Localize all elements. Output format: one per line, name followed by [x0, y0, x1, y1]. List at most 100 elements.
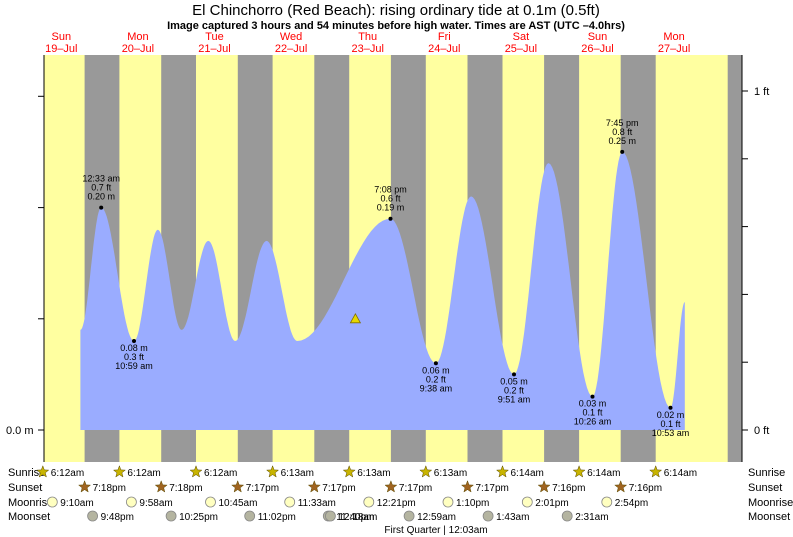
sunset-icon: [154, 480, 168, 493]
sunrise-row-label-left: Sunrise: [8, 467, 45, 479]
moonrise-time: 11:33am: [298, 498, 336, 509]
day-date: 24–Jul: [428, 43, 460, 55]
low-tide-label: 0.1 ft: [660, 419, 681, 429]
sunrise-time: 6:12am: [127, 468, 160, 479]
high-tide-label: 0.7 ft: [91, 183, 112, 193]
sunset-time: 7:18pm: [93, 483, 126, 494]
moonset-row-label-right: Moonset: [748, 511, 790, 523]
sunset-time: 7:18pm: [169, 483, 202, 494]
sunrise-icon: [649, 465, 663, 478]
sunset-time: 7:16pm: [552, 483, 585, 494]
high-tide-point: [99, 205, 104, 210]
sun-moon-rows: Sunrise Sunrise Sunset Sunset Moonrise Moonri…: [8, 465, 793, 536]
sunrise-icon: [36, 465, 50, 478]
high-tide-label: 0.20 m: [87, 192, 115, 202]
day-date: 21–Jul: [198, 43, 230, 55]
sunset-icon: [78, 480, 92, 493]
sunset-icon: [537, 480, 551, 493]
low-tide-label: 0.02 m: [657, 410, 685, 420]
sunset-time: 7:17pm: [476, 483, 509, 494]
moonrise-icon: [521, 496, 533, 508]
sunrise-time: 6:14am: [587, 468, 620, 479]
moonset-time: 11:02pm: [258, 512, 296, 523]
moonrise-time: 9:58am: [139, 498, 172, 509]
sunset-icon: [614, 480, 628, 493]
daylight-band: [655, 55, 728, 462]
day-date: 27–Jul: [658, 43, 690, 55]
day-name: Mon: [127, 31, 148, 43]
high-tide-label: 0.25 m: [608, 136, 636, 146]
sunrise-icon: [495, 465, 510, 478]
sunrise-icon: [112, 465, 126, 478]
day-headers: Sun19–JulMon20–JulTue21–JulWed22–JulThu2…: [45, 31, 690, 55]
moonset-time: 12:59am: [417, 512, 456, 523]
sunrise-icon: [189, 465, 203, 478]
sunset-row-label-left: Sunset: [8, 482, 42, 494]
low-tide-label: 0.06 m: [422, 365, 450, 375]
sunset-time: 7:17pm: [322, 483, 355, 494]
moonset-time: 9:48pm: [101, 512, 134, 523]
sunrise-time: 6:13am: [281, 468, 314, 479]
high-tide-label: 12:33 am: [82, 174, 120, 184]
moonrise-time: 10:45am: [219, 498, 258, 509]
sunrise-time: 6:13am: [434, 468, 467, 479]
sunset-icon: [460, 480, 475, 493]
day-date: 25–Jul: [505, 43, 537, 55]
moonset-time: 12:18am: [338, 512, 377, 523]
current-tide-marker: [349, 312, 362, 324]
sunset-time: 7:17pm: [246, 483, 279, 494]
high-tide-label: 0.19 m: [377, 203, 405, 213]
chart-title: El Chinchorro (Red Beach): rising ordina…: [192, 2, 600, 19]
moonset-row-label-left: Moonset: [8, 511, 50, 523]
moonrise-time: 2:01pm: [535, 498, 568, 509]
day-date: 20–Jul: [122, 43, 154, 55]
low-tide-label: 9:51 am: [498, 394, 531, 404]
moonset-icon: [87, 510, 98, 522]
day-name: Sat: [513, 31, 530, 43]
high-tide-label: 7:45 pm: [606, 118, 639, 128]
day-date: 19–Jul: [45, 43, 77, 55]
moonset-time: 11:40pm: [336, 512, 374, 523]
sunset-icon: [231, 480, 245, 493]
moonrise-icon: [601, 496, 613, 508]
sunrise-time: 6:12am: [51, 468, 84, 479]
moonrise-icon: [363, 496, 375, 508]
sunset-icon: [307, 480, 321, 493]
moonrise-time: 1:10pm: [456, 498, 489, 509]
moon-phase-label: First Quarter | 12:03am: [384, 525, 487, 536]
low-tide-label: 0.2 ft: [504, 385, 525, 395]
moonset-icon: [561, 510, 573, 522]
low-tide-label: 0.05 m: [500, 376, 528, 386]
sunset-row-label-right: Sunset: [748, 482, 782, 494]
moonrise-icon: [125, 496, 137, 508]
sunrise-icon: [342, 465, 356, 478]
daylight-band: [44, 55, 85, 462]
right-tick-label: 0 ft: [754, 425, 769, 437]
moonrise-icon: [442, 496, 454, 508]
day-name: Fri: [438, 31, 451, 43]
day-name: Wed: [280, 31, 302, 43]
moonrise-row-label-right: Moonrise: [748, 497, 793, 509]
moonset-time: 1:43am: [496, 512, 529, 523]
sunrise-time: 6:13am: [357, 468, 390, 479]
chart-subtitle: Image captured 3 hours and 54 minutes be…: [167, 20, 625, 32]
sunset-time: 7:17pm: [399, 483, 432, 494]
moonrise-row-label-left: Moonrise: [8, 497, 53, 509]
sunrise-time: 6:12am: [204, 468, 237, 479]
low-tide-label: 0.1 ft: [582, 408, 603, 418]
low-tide-label: 0.08 m: [120, 343, 148, 353]
chart-axes: 0.0 m 0 ft 1 ft: [6, 55, 769, 462]
sunrise-row-label-right: Sunrise: [748, 467, 785, 479]
high-tide-label: 0.6 ft: [380, 194, 401, 204]
low-tide-label: 10:59 am: [115, 361, 153, 371]
sunrise-icon: [419, 465, 433, 478]
right-tick-label: 1 ft: [754, 86, 769, 98]
sunset-icon: [384, 480, 398, 493]
moonset-icon: [482, 510, 494, 522]
high-tide-label: 7:08 pm: [374, 185, 407, 195]
low-tide-label: 10:53 am: [652, 428, 690, 438]
sunrise-time: 6:14am: [511, 468, 544, 479]
high-tide-point: [388, 216, 393, 221]
